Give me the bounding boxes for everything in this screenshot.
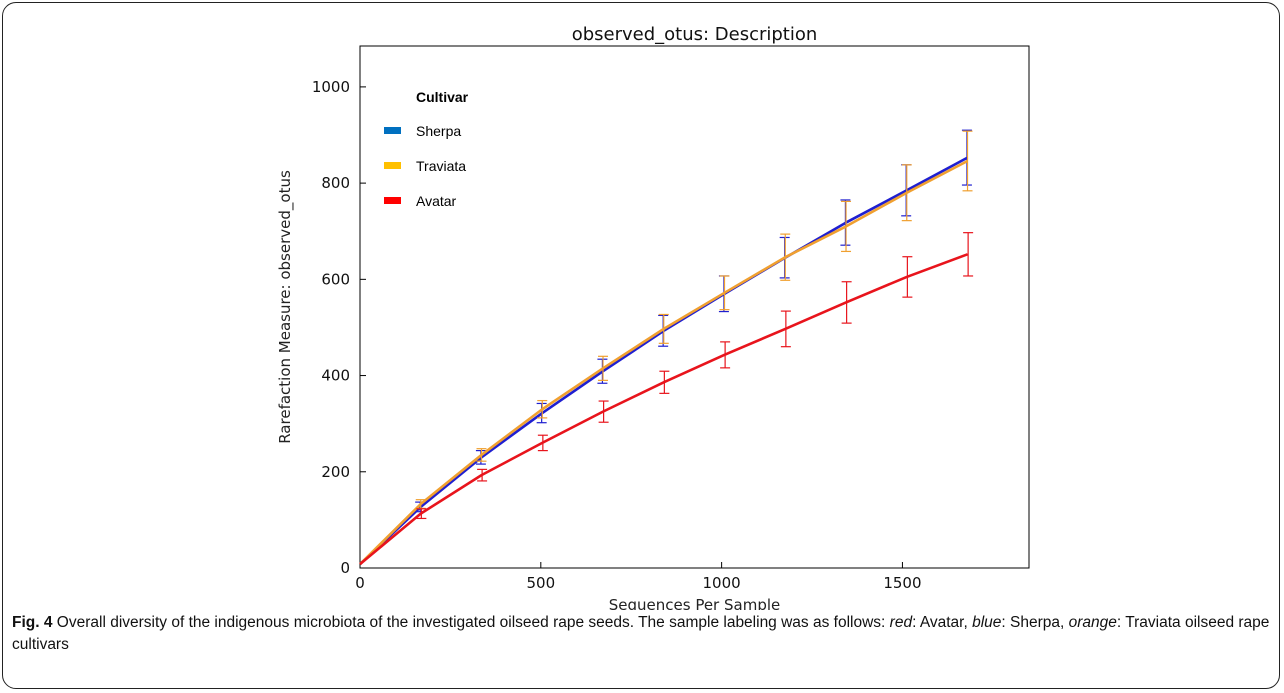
chart-title: observed_otus: Description — [572, 24, 818, 45]
x-tick-label: 1000 — [703, 574, 741, 592]
legend-title: Cultivar — [416, 89, 469, 105]
x-axis-label: Sequences Per Sample — [609, 596, 781, 610]
legend-swatch-avatar — [384, 197, 401, 204]
error-bar — [901, 164, 912, 222]
figure-caption: Fig. 4 Overall diversity of the indigeno… — [12, 612, 1274, 656]
caption-blue-word: blue — [972, 614, 1002, 631]
y-tick-label: 0 — [340, 559, 350, 577]
legend-label-avatar: Avatar — [416, 193, 457, 209]
error-bar — [598, 355, 609, 381]
caption-orange-word: orange — [1068, 614, 1117, 631]
x-tick-label: 0 — [355, 574, 365, 592]
series-line-sherpa — [359, 156, 969, 566]
error-bar — [780, 310, 791, 348]
error-bar — [962, 130, 973, 192]
figure-label: Fig. 4 — [12, 614, 53, 631]
error-bar — [719, 275, 730, 311]
error-bar — [840, 199, 851, 246]
caption-red-word: red — [889, 614, 913, 631]
y-tick-label: 600 — [321, 270, 350, 288]
error-bar — [476, 448, 487, 462]
caption-text: : Traviata oilseed rape cultivars — [12, 614, 1270, 653]
caption-text: : Sherpa, — [1001, 614, 1069, 631]
error-bar — [537, 434, 548, 452]
error-bar — [720, 341, 731, 369]
error-bar — [963, 232, 974, 277]
series-line-traviata — [359, 159, 969, 566]
error-bar — [841, 200, 852, 253]
error-bar — [841, 281, 852, 324]
y-tick-label: 1000 — [312, 78, 350, 96]
error-bar — [961, 129, 972, 186]
plot-area — [359, 45, 1030, 569]
error-bar — [658, 313, 669, 344]
y-tick-label: 400 — [321, 367, 350, 385]
legend: Cultivar Sherpa Traviata Avatar — [384, 89, 469, 209]
error-bar — [598, 400, 609, 423]
y-axis-label: Rarefaction Measure: observed_otus — [276, 170, 295, 444]
y-tick-label: 800 — [321, 174, 350, 192]
y-tick-label: 200 — [321, 463, 350, 481]
legend-swatch-traviata — [384, 162, 401, 169]
error-bar — [536, 402, 547, 424]
caption-text: : Avatar, — [912, 614, 973, 631]
series-layer — [359, 129, 974, 566]
error-bar — [780, 233, 791, 281]
series-avatar — [359, 232, 974, 566]
error-bar — [477, 468, 488, 482]
error-bar — [902, 256, 913, 298]
x-tick-label: 1500 — [883, 574, 921, 592]
caption-text: Overall diversity of the indigenous micr… — [52, 614, 890, 631]
series-line-avatar — [359, 253, 968, 566]
rarefaction-chart: observed_otus: Description 0 500 1000 15000… — [276, 24, 1030, 610]
legend-label-traviata: Traviata — [416, 158, 466, 174]
axis-ticks: 0 500 1000 1500 0 200 400 600 800 1000 — [312, 78, 922, 592]
error-bar — [659, 370, 670, 394]
error-bar — [537, 399, 548, 419]
legend-swatch-sherpa — [384, 127, 401, 134]
legend-label-sherpa: Sherpa — [416, 123, 461, 139]
x-tick-label: 500 — [526, 574, 555, 592]
error-bar — [416, 508, 427, 520]
